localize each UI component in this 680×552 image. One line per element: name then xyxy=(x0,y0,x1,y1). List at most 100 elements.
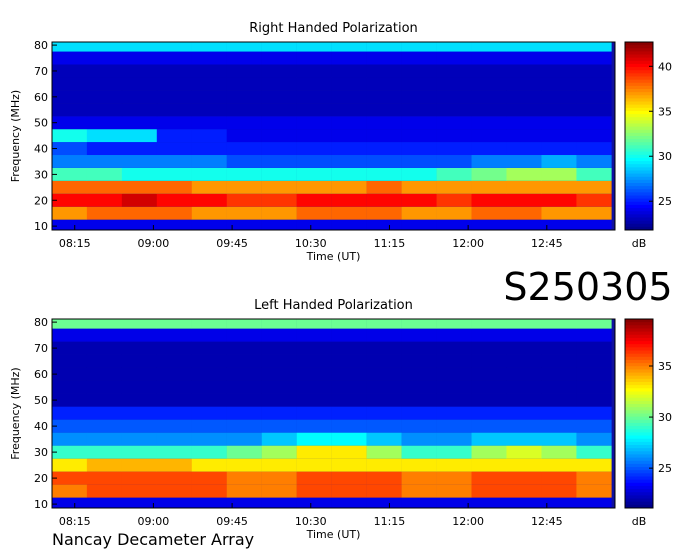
heat-cell xyxy=(576,64,612,78)
heat-cell xyxy=(366,64,402,78)
footer: Nancay Decameter Array xyxy=(52,530,254,549)
heat-cell xyxy=(156,341,192,355)
heat-cell xyxy=(506,142,542,156)
heat-cell xyxy=(506,458,542,472)
heat-cell xyxy=(541,319,577,329)
heat-cell xyxy=(541,90,577,104)
colorbar-segment xyxy=(625,76,653,81)
y-tick-label: 70 xyxy=(34,342,48,355)
heat-cell xyxy=(331,354,367,368)
heat-cell xyxy=(436,419,472,433)
heat-cell xyxy=(401,193,437,207)
heat-cell xyxy=(52,90,88,104)
heat-cell xyxy=(156,51,192,65)
colorbar-segment xyxy=(625,435,653,440)
heat-cell xyxy=(331,393,367,407)
heat-cell xyxy=(366,116,402,130)
heat-cell xyxy=(86,193,123,207)
heat-cell xyxy=(226,64,262,78)
heat-cell xyxy=(471,206,507,220)
heat-cell xyxy=(366,484,402,498)
heat-cell xyxy=(331,206,367,220)
heat-cell xyxy=(156,328,192,342)
heat-cell xyxy=(296,406,332,420)
colorbar-segment xyxy=(625,319,653,323)
heat-cell xyxy=(86,471,123,485)
heat-cell xyxy=(471,180,507,194)
heat-cell xyxy=(86,458,123,472)
heat-cell xyxy=(436,193,472,207)
heat-cell xyxy=(401,167,437,181)
heat-cell xyxy=(191,42,227,52)
heat-cell xyxy=(52,497,88,508)
heat-cell xyxy=(436,406,472,420)
heat-cell xyxy=(86,155,123,168)
heat-cell xyxy=(541,103,577,117)
heat-cell xyxy=(331,90,367,104)
heat-cell xyxy=(331,380,367,394)
heat-cell xyxy=(52,103,88,117)
heat-cell xyxy=(296,319,332,329)
heat-cell xyxy=(226,380,262,394)
colorbar-segment xyxy=(625,454,653,459)
heat-cell xyxy=(576,219,612,230)
heat-cell xyxy=(296,497,332,508)
y-tick-label: 80 xyxy=(34,316,48,329)
heat-cell xyxy=(541,484,577,498)
colorbar-segment xyxy=(625,369,653,374)
heat-cell xyxy=(156,180,192,194)
heat-cell xyxy=(331,406,367,420)
heat-cell xyxy=(226,51,262,65)
heat-cell xyxy=(506,484,542,498)
heat-cell xyxy=(436,51,472,65)
heat-cell xyxy=(296,393,332,407)
heat-cell xyxy=(191,219,227,230)
heat-cell xyxy=(52,167,88,181)
x-tick-label: 09:45 xyxy=(216,515,248,528)
chart-title: Right Handed Polarization xyxy=(249,21,418,36)
y-tick-label: 40 xyxy=(34,143,48,156)
colorbar-tick-label: 35 xyxy=(658,105,672,118)
heat-cell xyxy=(541,341,577,355)
heat-cell xyxy=(541,116,577,130)
heat-cell xyxy=(576,471,612,485)
heat-cell xyxy=(471,319,507,329)
heat-cell xyxy=(541,167,577,181)
heat-cell xyxy=(121,354,158,368)
heat-cell xyxy=(226,354,262,368)
heat-cell xyxy=(52,484,88,498)
heat-cell xyxy=(191,116,227,130)
heat-cell xyxy=(471,354,507,368)
colorbar-segment xyxy=(625,57,653,62)
heat-cell xyxy=(366,206,402,220)
heat-cell xyxy=(506,155,542,168)
heat-cell xyxy=(191,419,227,433)
heat-cell xyxy=(401,445,437,459)
colorbar-segment xyxy=(625,226,653,231)
heat-cell xyxy=(296,103,332,117)
heat-cell xyxy=(506,497,542,508)
heat-cell xyxy=(296,51,332,65)
heat-cell xyxy=(366,406,402,420)
heat-cell xyxy=(191,180,227,194)
heat-cell xyxy=(471,142,507,156)
colorbar-segment xyxy=(625,120,653,124)
heat-cell xyxy=(331,129,367,143)
heat-cell xyxy=(261,77,297,91)
heat-cell xyxy=(471,64,507,78)
heat-cell xyxy=(471,380,507,394)
heat-cell xyxy=(261,354,297,368)
heat-cell xyxy=(471,90,507,104)
colorbar-segment xyxy=(625,448,653,452)
colorbar-tick-label: 25 xyxy=(658,195,672,208)
heat-cell xyxy=(121,77,158,91)
heat-cell xyxy=(576,206,612,220)
heat-cell xyxy=(121,471,158,485)
heat-cell xyxy=(52,42,88,52)
heat-cell xyxy=(331,419,367,433)
heat-cell xyxy=(366,155,402,168)
colorbar-segment xyxy=(625,432,653,437)
heat-cell xyxy=(436,380,472,394)
heat-cell xyxy=(86,497,123,508)
colorbar-segment xyxy=(625,195,653,200)
